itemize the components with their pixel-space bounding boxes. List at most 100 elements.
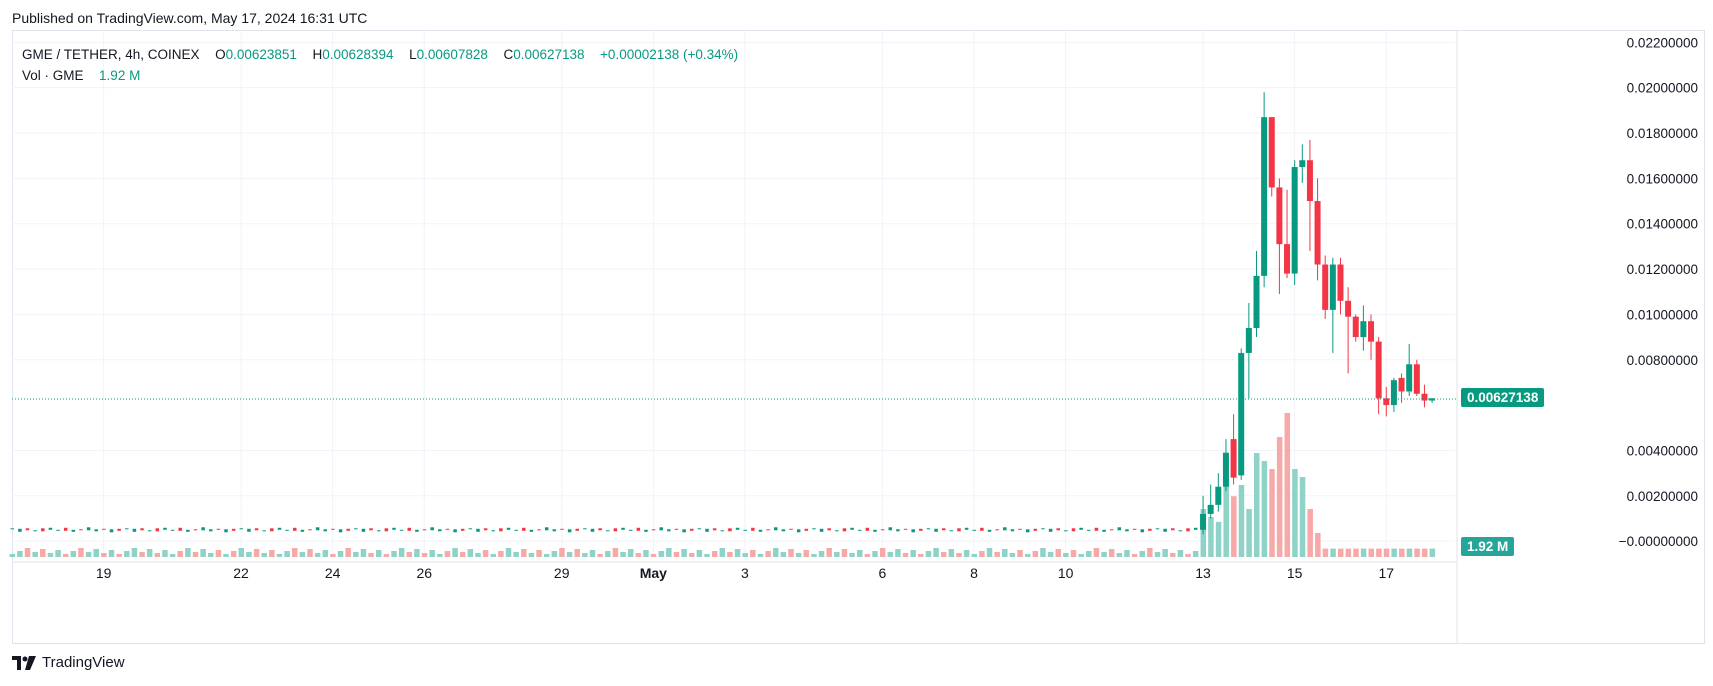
volume-bar (1139, 551, 1145, 557)
footer-brand[interactable]: TradingView (12, 654, 125, 671)
flat-candle (147, 530, 152, 532)
flat-candle (888, 527, 893, 531)
flat-candle (850, 527, 854, 530)
flat-candle (1087, 529, 1091, 531)
volume-bar (795, 553, 802, 557)
volume-bar (291, 548, 298, 557)
volume-label[interactable]: Vol · GME (22, 68, 84, 83)
flat-candle (911, 529, 915, 533)
time-axis[interactable]: 19 22 24 26 29 May 3 6 8 10 13 15 17 (12, 561, 1457, 581)
price-tick-label: 0.00800000 (1627, 353, 1698, 368)
flat-candle (1155, 528, 1160, 530)
volume-bar (62, 554, 69, 557)
flat-candle (957, 528, 961, 532)
volume-bar (505, 548, 512, 557)
flat-candle (392, 527, 396, 530)
volume-bar (452, 548, 458, 557)
flat-candle (1025, 529, 1030, 533)
volume-bar (1116, 553, 1123, 557)
candle-body (1207, 504, 1214, 514)
flat-candle (934, 528, 938, 532)
volume-bar (1376, 548, 1382, 557)
flat-candle (781, 529, 786, 532)
volume-bar (246, 552, 252, 557)
flat-candle (56, 529, 60, 531)
flat-candle (583, 528, 587, 530)
flat-candle (598, 528, 602, 531)
flat-candle (514, 529, 518, 531)
tradingview-logo-icon (12, 655, 36, 670)
volume-bar (780, 552, 787, 557)
flat-candle (109, 529, 114, 533)
volume-bar (627, 549, 634, 557)
volume-bar (253, 549, 260, 557)
candle-body (1429, 398, 1436, 401)
volume-bar (375, 550, 382, 557)
candle-body (1299, 160, 1306, 168)
symbol-title[interactable]: GME / TETHER, 4h, COINEX (22, 47, 200, 62)
volume-bar (887, 552, 894, 557)
flat-candle (262, 530, 266, 532)
volume-bar (1253, 453, 1260, 557)
flat-candle (186, 529, 190, 532)
flat-candle (270, 528, 274, 532)
volume-bar (215, 550, 222, 557)
ohlc-row: GME / TETHER, 4h, COINEX O0.00623851 H0.… (22, 44, 738, 65)
volume-bar (1086, 551, 1092, 557)
volume-bar (1185, 554, 1191, 557)
close-label: C (503, 47, 514, 62)
volume-bar (727, 552, 733, 557)
date-tick-label: 13 (1195, 565, 1211, 581)
volume-bar (963, 550, 970, 557)
volume-bar (1170, 553, 1176, 557)
price-tick-label: 0.01200000 (1627, 262, 1698, 277)
chart-frame[interactable] (12, 30, 1705, 644)
volume-bar (1276, 437, 1283, 557)
flat-candle (1094, 527, 1099, 531)
volume-bar (566, 552, 573, 557)
volume-bar (574, 549, 580, 557)
flat-candle (1148, 528, 1152, 531)
volume-bar (139, 552, 145, 557)
volume-bar (811, 554, 817, 557)
volume-bar (986, 548, 993, 557)
price-axis[interactable]: 0.02200000 0.02000000 0.01800000 0.01600000… (1456, 31, 1698, 643)
date-tick-label: 26 (416, 565, 432, 581)
volume-bar (131, 548, 138, 557)
volume-bar (757, 554, 764, 557)
date-tick-label: 19 (96, 565, 112, 581)
volume-bar (643, 550, 649, 557)
volume-bar (1238, 485, 1245, 557)
flat-candle (972, 529, 976, 531)
volume-bar (9, 554, 15, 557)
volume-bar (666, 548, 672, 557)
flat-candle (1071, 528, 1076, 532)
volume-bar (1154, 552, 1161, 557)
flat-candle (10, 528, 14, 530)
volume-bar (429, 550, 435, 557)
candle-body (1345, 300, 1352, 317)
volume-bar (1330, 548, 1336, 557)
volume-bar (521, 549, 527, 557)
volume-bar (1147, 548, 1153, 557)
volume-bar (1024, 554, 1031, 557)
volume-bar (772, 548, 779, 557)
flat-candle (590, 528, 595, 532)
flat-candle (438, 529, 442, 532)
volume-bar (925, 551, 932, 557)
volume-bar (32, 552, 38, 557)
volume-bar (856, 550, 863, 557)
flat-candle (835, 530, 839, 532)
flat-candle (399, 529, 404, 531)
volume-bar (528, 553, 535, 557)
flat-candle (1117, 527, 1122, 531)
flat-candle (1140, 529, 1144, 533)
flat-candle (857, 529, 862, 531)
candle-body (1215, 486, 1222, 505)
candle-body (1306, 160, 1313, 202)
volume-bar (650, 554, 657, 557)
volume-bar (162, 550, 168, 557)
high-label: H (312, 47, 323, 62)
flat-candle (880, 529, 885, 531)
